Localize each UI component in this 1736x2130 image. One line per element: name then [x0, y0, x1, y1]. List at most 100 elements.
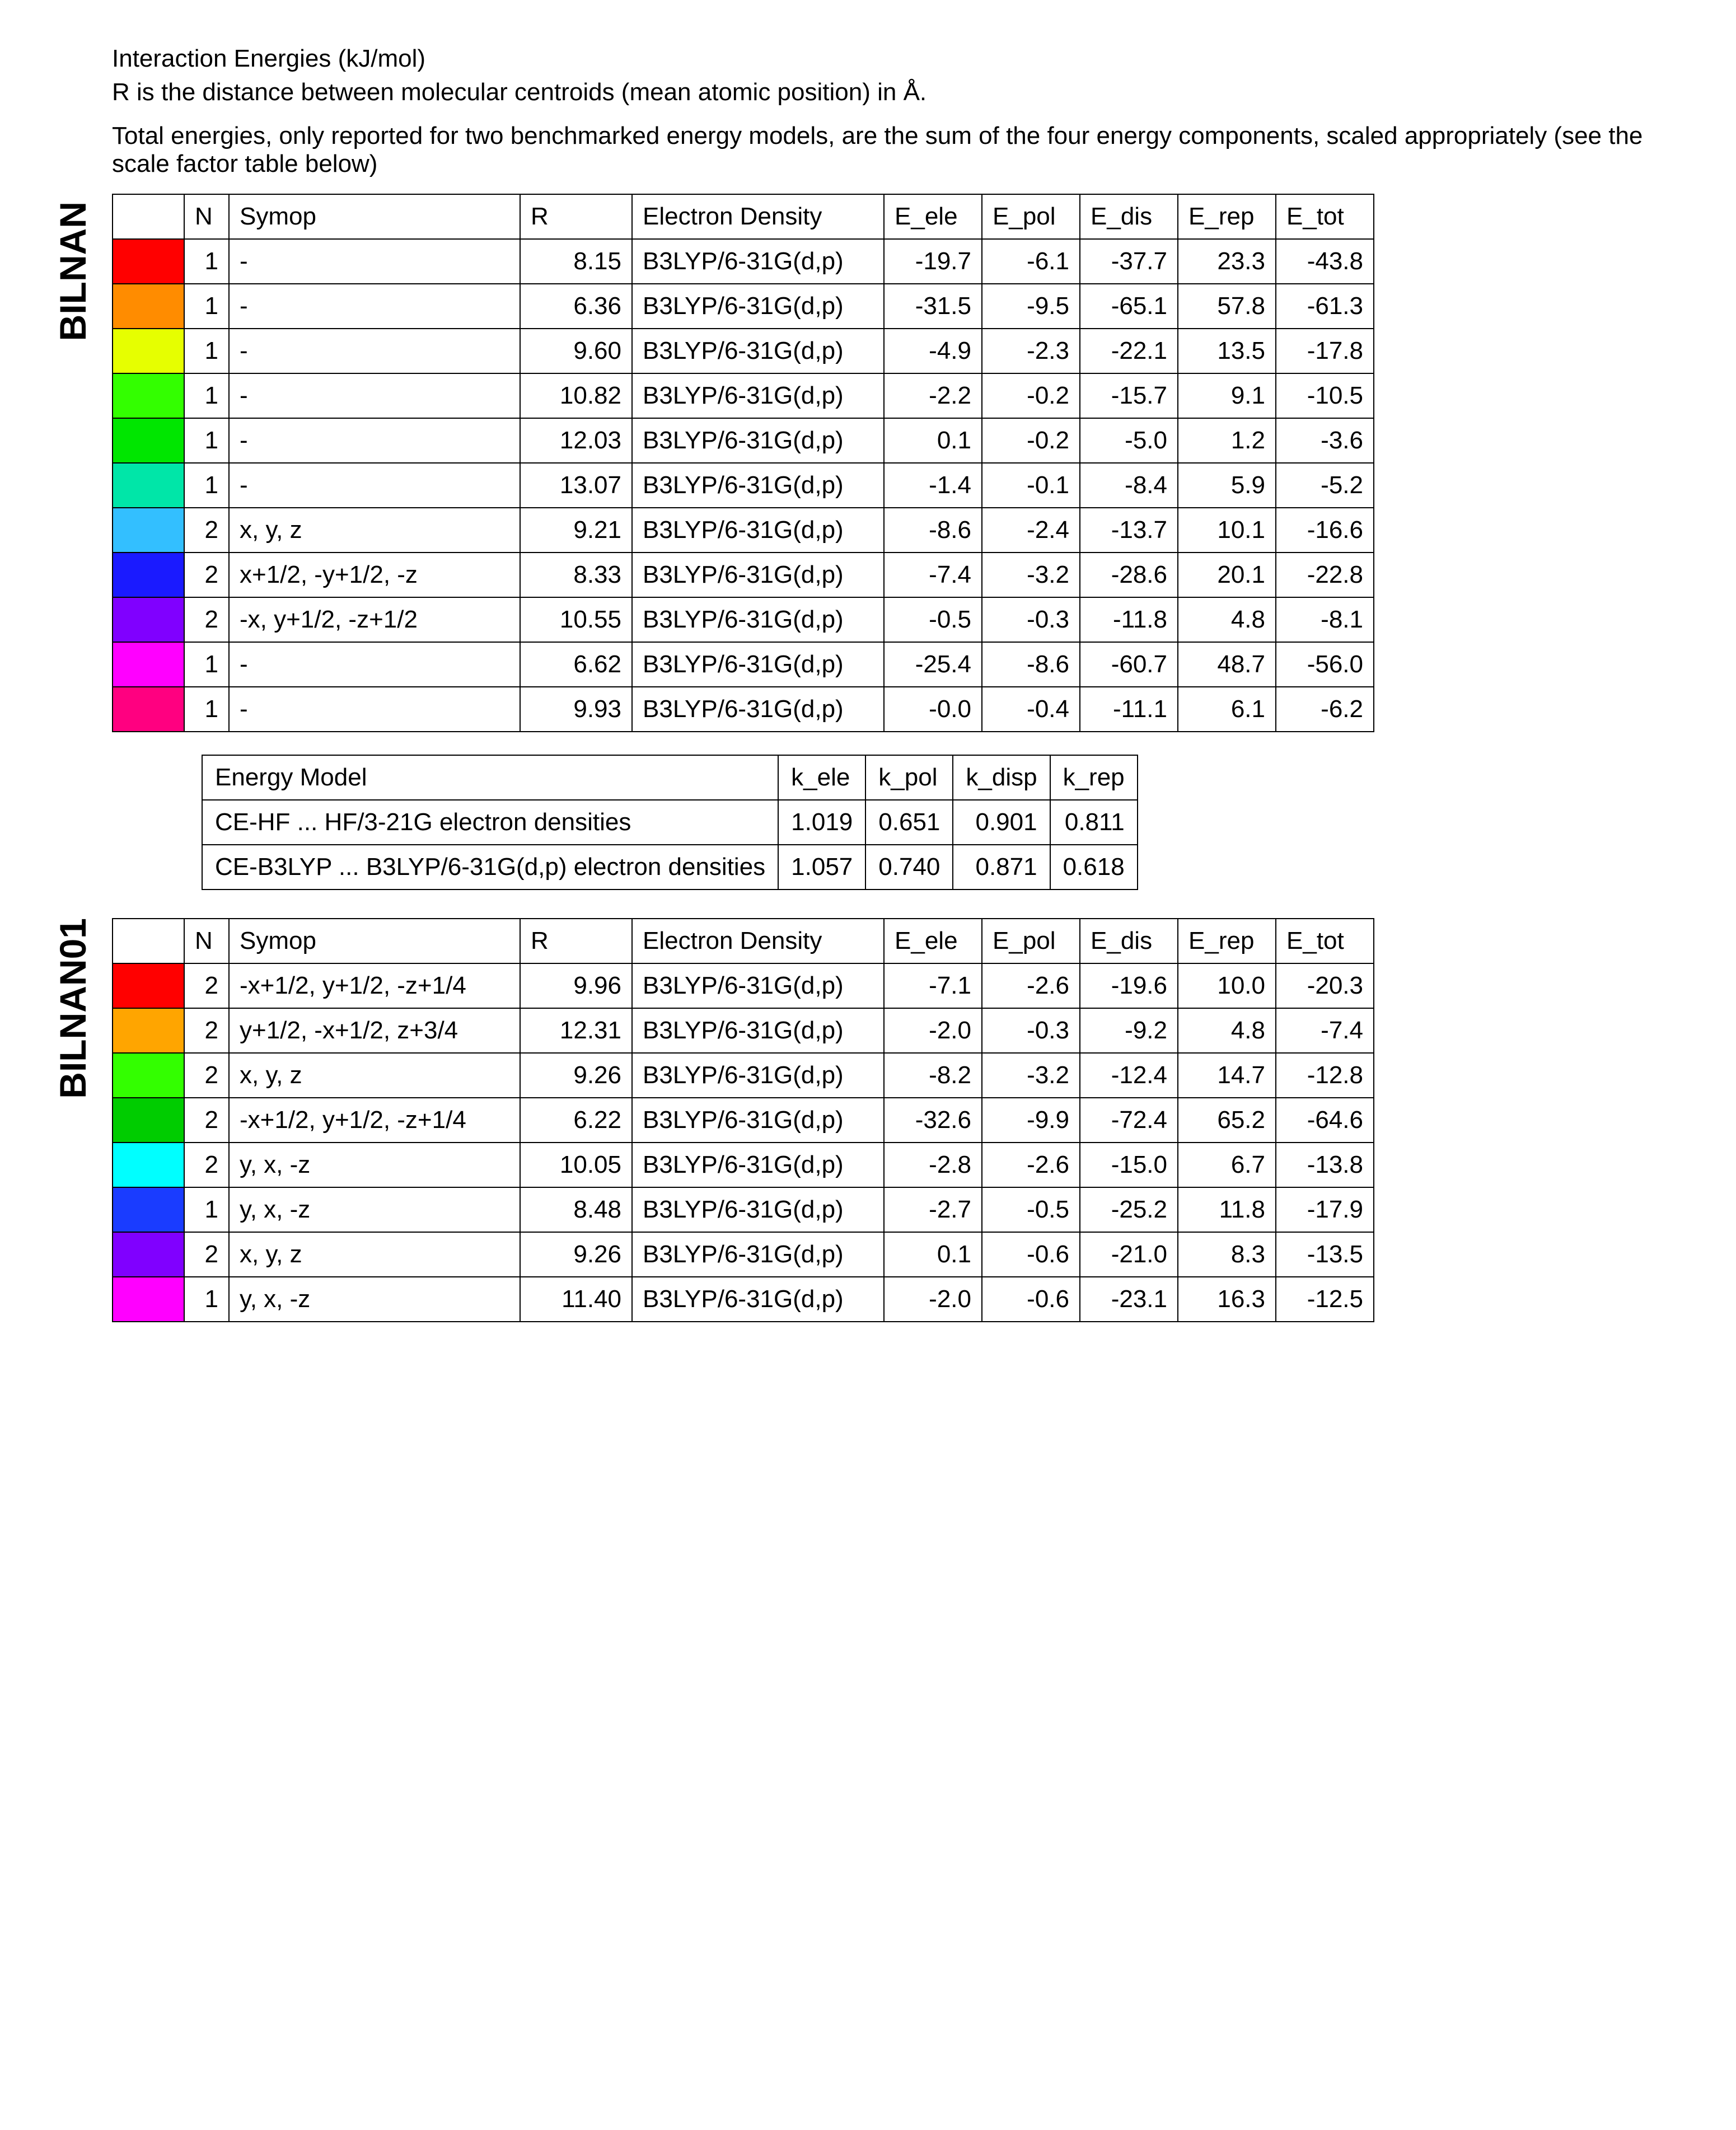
- cell-e_pol: -0.3: [982, 597, 1080, 642]
- cell-k_ele: 1.019: [778, 800, 865, 845]
- cell-k_pol: 0.740: [865, 845, 953, 890]
- color-swatch: [113, 284, 184, 329]
- cell-e_tot: -17.8: [1276, 329, 1374, 373]
- column-k-disp: k_disp: [953, 755, 1050, 800]
- section-label-bilnan: BILNAN: [54, 202, 91, 347]
- column-e-dis: E_dis: [1080, 194, 1178, 239]
- table-row: 1-6.36B3LYP/6-31G(d,p)-31.5-9.5-65.157.8…: [113, 284, 1374, 329]
- table-row: 1-12.03B3LYP/6-31G(d,p)0.1-0.2-5.01.2-3.…: [113, 418, 1374, 463]
- cell-e_dis: -72.4: [1080, 1098, 1178, 1143]
- cell-e_dis: -60.7: [1080, 642, 1178, 687]
- color-swatch: [113, 1098, 184, 1143]
- column-n: N: [184, 194, 229, 239]
- cell-electron-density: B3LYP/6-31G(d,p): [632, 553, 884, 597]
- intro-line-3: Total energies, only reported for two be…: [112, 122, 1702, 178]
- cell-e_ele: -32.6: [884, 1098, 982, 1143]
- cell-electron-density: B3LYP/6-31G(d,p): [632, 373, 884, 418]
- table-header: N Symop R Electron Density E_ele E_pol E…: [113, 194, 1374, 239]
- cell-symop: x, y, z: [229, 1053, 520, 1098]
- cell-e_pol: -9.9: [982, 1098, 1080, 1143]
- cell-e_rep: 10.0: [1178, 963, 1276, 1008]
- cell-electron-density: B3LYP/6-31G(d,p): [632, 239, 884, 284]
- cell-symop: -x+1/2, y+1/2, -z+1/4: [229, 963, 520, 1008]
- cell-electron-density: B3LYP/6-31G(d,p): [632, 1008, 884, 1053]
- cell-e_dis: -15.7: [1080, 373, 1178, 418]
- cell-e_tot: -7.4: [1276, 1008, 1374, 1053]
- cell-n: 2: [184, 1098, 229, 1143]
- table-row: 2-x, y+1/2, -z+1/210.55B3LYP/6-31G(d,p)-…: [113, 597, 1374, 642]
- cell-e_ele: -8.2: [884, 1053, 982, 1098]
- cell-e_dis: -5.0: [1080, 418, 1178, 463]
- cell-e_tot: -5.2: [1276, 463, 1374, 508]
- cell-electron-density: B3LYP/6-31G(d,p): [632, 463, 884, 508]
- column-r: R: [520, 194, 632, 239]
- column-k-rep: k_rep: [1050, 755, 1138, 800]
- column-e-pol: E_pol: [982, 919, 1080, 963]
- cell-energy-model: CE-B3LYP ... B3LYP/6-31G(d,p) electron d…: [202, 845, 778, 890]
- cell-r: 9.60: [520, 329, 632, 373]
- energy-table-bilnan01: N Symop R Electron Density E_ele E_pol E…: [112, 918, 1374, 1322]
- cell-n: 2: [184, 553, 229, 597]
- cell-e_dis: -9.2: [1080, 1008, 1178, 1053]
- cell-e_dis: -11.1: [1080, 687, 1178, 732]
- cell-e_tot: -13.5: [1276, 1232, 1374, 1277]
- cell-electron-density: B3LYP/6-31G(d,p): [632, 597, 884, 642]
- cell-electron-density: B3LYP/6-31G(d,p): [632, 1053, 884, 1098]
- table-row: 1-9.93B3LYP/6-31G(d,p)-0.0-0.4-11.16.1-6…: [113, 687, 1374, 732]
- cell-r: 13.07: [520, 463, 632, 508]
- cell-n: 2: [184, 1232, 229, 1277]
- cell-e_pol: -6.1: [982, 239, 1080, 284]
- cell-electron-density: B3LYP/6-31G(d,p): [632, 642, 884, 687]
- table-row: 1-10.82B3LYP/6-31G(d,p)-2.2-0.2-15.79.1-…: [113, 373, 1374, 418]
- cell-electron-density: B3LYP/6-31G(d,p): [632, 418, 884, 463]
- cell-e_pol: -0.5: [982, 1187, 1080, 1232]
- cell-r: 12.31: [520, 1008, 632, 1053]
- cell-symop: x+1/2, -y+1/2, -z: [229, 553, 520, 597]
- cell-e_rep: 6.1: [1178, 687, 1276, 732]
- color-swatch: [113, 508, 184, 553]
- cell-e_rep: 5.9: [1178, 463, 1276, 508]
- table-body: 1-8.15B3LYP/6-31G(d,p)-19.7-6.1-37.723.3…: [113, 239, 1374, 732]
- cell-electron-density: B3LYP/6-31G(d,p): [632, 1277, 884, 1322]
- cell-e_tot: -12.5: [1276, 1277, 1374, 1322]
- column-electron-density: Electron Density: [632, 194, 884, 239]
- cell-k_disp: 0.901: [953, 800, 1050, 845]
- cell-e_rep: 65.2: [1178, 1098, 1276, 1143]
- cell-symop: -x+1/2, y+1/2, -z+1/4: [229, 1098, 520, 1143]
- cell-electron-density: B3LYP/6-31G(d,p): [632, 508, 884, 553]
- cell-e_tot: -17.9: [1276, 1187, 1374, 1232]
- cell-e_tot: -12.8: [1276, 1053, 1374, 1098]
- cell-r: 6.36: [520, 284, 632, 329]
- table-row: CE-B3LYP ... B3LYP/6-31G(d,p) electron d…: [202, 845, 1138, 890]
- cell-symop: -: [229, 373, 520, 418]
- cell-n: 2: [184, 1008, 229, 1053]
- column-k-ele: k_ele: [778, 755, 865, 800]
- cell-e_rep: 10.1: [1178, 508, 1276, 553]
- cell-r: 9.96: [520, 963, 632, 1008]
- table-row: 2x, y, z9.26B3LYP/6-31G(d,p)0.1-0.6-21.0…: [113, 1232, 1374, 1277]
- cell-e_ele: -19.7: [884, 239, 982, 284]
- cell-symop: -: [229, 418, 520, 463]
- cell-e_dis: -65.1: [1080, 284, 1178, 329]
- cell-e_pol: -0.2: [982, 418, 1080, 463]
- section-body: N Symop R Electron Density E_ele E_pol E…: [112, 918, 1702, 1345]
- column-n: N: [184, 919, 229, 963]
- cell-r: 6.22: [520, 1098, 632, 1143]
- column-r: R: [520, 919, 632, 963]
- column-color: [113, 194, 184, 239]
- cell-e_ele: -7.4: [884, 553, 982, 597]
- cell-symop: y, x, -z: [229, 1277, 520, 1322]
- cell-e_ele: -25.4: [884, 642, 982, 687]
- cell-n: 2: [184, 508, 229, 553]
- cell-e_ele: 0.1: [884, 1232, 982, 1277]
- cell-e_rep: 6.7: [1178, 1143, 1276, 1187]
- cell-e_tot: -22.8: [1276, 553, 1374, 597]
- cell-e_tot: -13.8: [1276, 1143, 1374, 1187]
- table-row: 1-6.62B3LYP/6-31G(d,p)-25.4-8.6-60.748.7…: [113, 642, 1374, 687]
- column-e-rep: E_rep: [1178, 194, 1276, 239]
- color-swatch: [113, 1232, 184, 1277]
- cell-electron-density: B3LYP/6-31G(d,p): [632, 963, 884, 1008]
- table-row: 2x, y, z9.26B3LYP/6-31G(d,p)-8.2-3.2-12.…: [113, 1053, 1374, 1098]
- cell-r: 10.55: [520, 597, 632, 642]
- cell-k_pol: 0.651: [865, 800, 953, 845]
